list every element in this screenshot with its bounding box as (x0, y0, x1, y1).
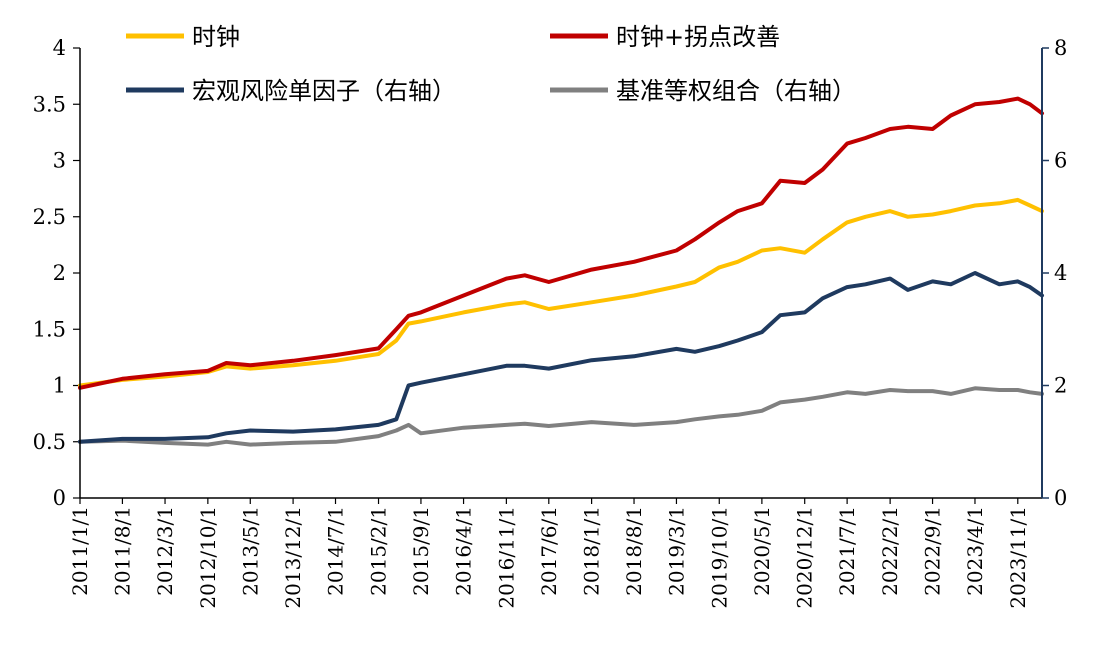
x-tick-label: 2018/8/1 (622, 506, 646, 596)
right-tick-label: 0 (1054, 486, 1067, 510)
x-tick-label: 2017/6/1 (537, 506, 561, 596)
x-tick-label: 2023/11/1 (1006, 506, 1030, 609)
series-line-2 (78, 271, 1044, 444)
series-line-3 (78, 386, 1044, 447)
x-tick-label: 2012/3/1 (153, 506, 177, 596)
x-tick-label: 2021/7/1 (835, 506, 859, 596)
x-tick-label: 2020/5/1 (750, 506, 774, 596)
left-tick-label: 3 (53, 149, 66, 173)
x-tick-label: 2022/9/1 (921, 506, 945, 596)
x-tick-label: 2013/5/1 (238, 506, 262, 596)
right-tick-label: 8 (1054, 36, 1067, 60)
legend-label-2: 宏观风险单因子（右轴） (192, 77, 456, 105)
x-tick-label: 2023/4/1 (963, 506, 987, 596)
x-tick-label: 2013/12/1 (281, 506, 305, 609)
x-tick-label: 2015/2/1 (367, 506, 391, 596)
x-tick-label: 2018/1/1 (580, 506, 604, 596)
x-tick-label: 2014/7/1 (324, 506, 348, 596)
x-tick-label: 2020/12/1 (793, 506, 817, 609)
left-tick-label: 2 (53, 261, 66, 285)
x-axis-tick-labels: 2011/1/1 2011/8/1 2012/3/1 2012/10/1 2013/5/… (68, 498, 1030, 609)
x-tick-label: 2016/11/1 (494, 506, 518, 609)
right-tick-label: 2 (1054, 374, 1067, 398)
series-line-0 (78, 197, 1044, 388)
left-tick-label: 1 (53, 374, 66, 398)
legend-label-0: 时钟 (192, 23, 240, 51)
x-tick-label: 2022/2/1 (878, 506, 902, 596)
left-tick-label: 3.5 (33, 92, 66, 116)
series-lines (78, 96, 1044, 447)
left-tick-label: 0.5 (33, 430, 66, 454)
left-tick-label: 4 (53, 36, 66, 60)
right-tick-label: 4 (1054, 261, 1067, 285)
x-tick-label: 2011/1/1 (68, 506, 92, 596)
left-tick-label: 1.5 (33, 317, 66, 341)
right-tick-label: 6 (1054, 149, 1067, 173)
left-tick-label: 2.5 (33, 205, 66, 229)
legend-label-1: 时钟+拐点改善 (616, 23, 780, 51)
left-tick-label: 0 (53, 486, 66, 510)
x-tick-label: 2012/10/1 (196, 506, 220, 609)
x-tick-label: 2011/8/1 (110, 506, 134, 596)
x-tick-label: 2019/3/1 (664, 506, 688, 596)
right-axis-tick-labels: 0 2 4 6 8 (1042, 36, 1067, 510)
series-line-1 (78, 96, 1044, 390)
x-tick-label: 2019/10/1 (707, 506, 731, 609)
legend-label-3: 基准等权组合（右轴） (616, 77, 856, 105)
left-axis-tick-labels: 0 0.5 1 1.5 2 2.5 3 3.5 4 (33, 36, 80, 510)
x-tick-label: 2016/4/1 (452, 506, 476, 596)
x-tick-label: 2015/9/1 (409, 506, 433, 596)
